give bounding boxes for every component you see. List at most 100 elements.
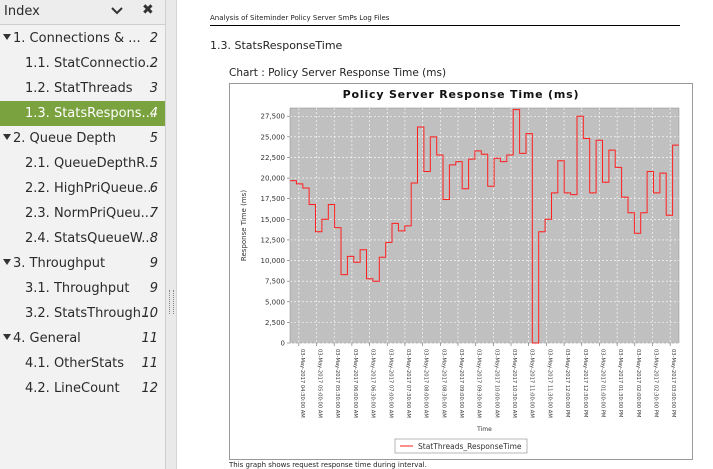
- data-point: [375, 280, 377, 282]
- y-tick-label: 10,000: [261, 257, 286, 265]
- data-point: [522, 152, 524, 154]
- toc-item-page: 5: [149, 131, 158, 146]
- data-point: [464, 188, 466, 190]
- data-point: [477, 150, 479, 152]
- data-point: [611, 149, 613, 151]
- toc-item[interactable]: 3. Throughput 9: [0, 251, 165, 276]
- toc-item-label: 1.3. StatsRespons...: [25, 106, 154, 121]
- data-point: [432, 136, 435, 138]
- toc-item[interactable]: 2.1. QueueDepthR... 5: [0, 151, 165, 176]
- data-point: [579, 115, 581, 117]
- x-tick-label: 03-May-2017 07:00:00 AM: [387, 349, 393, 418]
- expand-triangle-icon[interactable]: [3, 34, 11, 40]
- data-point: [445, 198, 447, 201]
- data-point: [624, 196, 626, 198]
- y-tick-label: 22,500: [261, 154, 286, 162]
- chart-title: Policy Server Response Time (ms): [343, 88, 580, 101]
- data-point: [420, 126, 422, 128]
- x-tick-label: 03-May-2017 01:00:00 PM: [599, 349, 605, 417]
- data-point: [573, 194, 575, 196]
- data-point: [534, 342, 537, 344]
- x-tick-label: 03-May-2017 06:30:00 AM: [370, 349, 376, 418]
- chart-description: This graph shows request response time d…: [229, 461, 427, 469]
- x-tick-label: 03-May-2017 09:30:00 AM: [476, 349, 482, 418]
- toc-item[interactable]: 3.1. Throughput 9: [0, 276, 165, 301]
- toc-item-label: 2.4. StatsQueueW...: [25, 231, 154, 246]
- toc-item[interactable]: 2.4. StatsQueueW... 8: [0, 226, 165, 251]
- y-tick-label: 17,500: [261, 195, 286, 203]
- toc-item[interactable]: 4.1. OtherStats 11: [0, 351, 165, 376]
- data-point: [426, 170, 428, 173]
- expand-triangle-icon[interactable]: [3, 134, 11, 140]
- data-point: [554, 192, 556, 194]
- data-point: [458, 161, 460, 163]
- toc-item[interactable]: 2. Queue Depth 5: [0, 126, 165, 151]
- toc-item[interactable]: 4.2. LineCount 12: [0, 376, 165, 401]
- data-point: [356, 261, 358, 263]
- y-tick-label: 7,500: [265, 278, 285, 286]
- data-point: [649, 170, 651, 173]
- data-point: [662, 172, 664, 174]
- expand-triangle-icon[interactable]: [3, 259, 11, 265]
- x-tick-label: 03-May-2017 09:00:00 AM: [458, 349, 464, 418]
- data-point: [496, 157, 498, 159]
- section-title: 1.3. StatsResponseTime: [210, 39, 343, 52]
- toc-item-page: 9: [149, 281, 158, 296]
- data-point: [311, 203, 313, 206]
- toc-item[interactable]: 2.3. NormPriQueu... 7: [0, 201, 165, 226]
- y-tick-label: 2,500: [265, 319, 285, 327]
- data-point: [394, 222, 396, 224]
- x-tick-label: 03-May-2017 12:00:00 PM: [564, 349, 570, 417]
- splitter-grip-icon[interactable]: [169, 290, 174, 314]
- data-point: [483, 153, 486, 155]
- data-point: [528, 133, 530, 135]
- data-point: [566, 192, 568, 194]
- data-point: [337, 227, 339, 229]
- data-point: [324, 218, 326, 220]
- toc-item[interactable]: 1. Connections & ... 2: [0, 26, 165, 51]
- data-point: [490, 185, 492, 187]
- toc-item-page: 7: [149, 206, 158, 221]
- close-icon[interactable]: ✖: [142, 2, 154, 18]
- chevron-down-icon[interactable]: [110, 3, 124, 19]
- toc-item[interactable]: 1.1. StatConnectio... 2: [0, 51, 165, 76]
- response-time-chart: Policy Server Response Time (ms) 0 2,500 5,…: [240, 88, 680, 454]
- x-tick-label: 03-May-2017 12:30:00 PM: [582, 349, 588, 417]
- legend-entry: StatThreads_ResponseTime: [418, 442, 522, 451]
- data-point: [509, 154, 511, 156]
- index-panel: Index ✖ 1. Connections & ... 2 1.1. StatCo…: [0, 0, 166, 469]
- document-header: Analysis of Siteminder Policy Server SmP…: [210, 14, 390, 22]
- x-axis-label: Time: [476, 426, 492, 433]
- toc-item[interactable]: 2.2. HighPriQueue... 6: [0, 176, 165, 201]
- toc-item-label: 2.2. HighPriQueue...: [25, 181, 156, 196]
- toc-item[interactable]: 4. General 11: [0, 326, 165, 351]
- y-tick-label: 5,000: [265, 298, 285, 306]
- data-point: [643, 212, 645, 214]
- data-point: [585, 137, 588, 140]
- toc-item-page: 2: [149, 31, 158, 46]
- data-point: [675, 144, 677, 146]
- data-point: [605, 181, 607, 183]
- y-tick-label: 0: [281, 340, 285, 348]
- data-point: [630, 212, 632, 214]
- toc-item[interactable]: 1.2. StatThreads 3: [0, 76, 165, 101]
- data-point: [439, 154, 441, 156]
- x-tick-label: 03-May-2017 10:30:00 AM: [511, 349, 517, 418]
- y-tick-label: 25,000: [261, 133, 286, 141]
- data-point: [636, 232, 639, 234]
- toc-item[interactable]: 3.2. StatsThrough... 10: [0, 301, 165, 326]
- x-tick-label: 03-May-2017 08:30:00 AM: [440, 349, 446, 418]
- data-point: [471, 158, 473, 160]
- data-point: [299, 183, 301, 185]
- panel-splitter[interactable]: [166, 0, 177, 469]
- x-tick-label: 03-May-2017 10:00:00 AM: [493, 349, 499, 418]
- toc-item-page: 10: [141, 306, 158, 321]
- toc-item[interactable]: 1.3. StatsRespons... 4: [0, 101, 165, 126]
- data-point: [541, 231, 543, 233]
- x-tick-label: 03-May-2017 08:00:00 AM: [423, 349, 429, 418]
- expand-triangle-icon[interactable]: [3, 334, 11, 340]
- data-point: [413, 182, 415, 184]
- y-tick-label: 27,500: [261, 113, 286, 121]
- x-tick-label: 03-May-2017 05:30:00 AM: [334, 349, 340, 418]
- toc-item-label: 2. Queue Depth: [13, 131, 116, 146]
